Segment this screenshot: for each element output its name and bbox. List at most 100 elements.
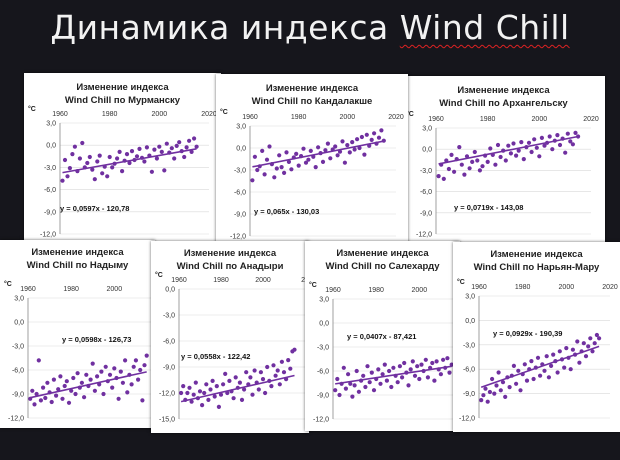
data-point	[389, 384, 394, 390]
data-point	[206, 397, 211, 402]
data-point	[277, 382, 282, 387]
data-point	[43, 395, 48, 401]
x-tick-label: 2000	[412, 287, 428, 294]
data-point	[488, 146, 493, 151]
data-point	[216, 404, 221, 409]
data-point	[54, 393, 59, 398]
data-point	[223, 371, 228, 376]
data-point	[95, 159, 100, 164]
data-point	[38, 398, 44, 403]
y-tick-label: 0,0	[465, 318, 475, 325]
data-point	[573, 130, 578, 135]
chart-title-line2: Wind Chill по Архангельску	[439, 98, 568, 109]
data-point	[423, 357, 428, 362]
data-point	[487, 389, 492, 395]
data-point	[101, 391, 106, 397]
data-point	[286, 358, 291, 363]
data-point	[66, 400, 72, 405]
data-point	[436, 174, 441, 179]
data-point	[157, 144, 162, 149]
data-point	[56, 387, 61, 392]
data-point	[99, 369, 104, 374]
trend-equation: y = 0,0719x - 143,08	[454, 203, 523, 212]
x-tick-label: 1980	[291, 114, 307, 121]
chart-title: Изменение индекса Wind Chill по Кандалакш…	[216, 82, 408, 108]
data-point	[496, 370, 501, 375]
chart-title-line1: Изменение индекса	[490, 249, 583, 260]
data-point	[335, 376, 340, 382]
unit-label: °C	[4, 280, 12, 288]
data-point	[588, 336, 593, 341]
data-point	[490, 376, 495, 382]
data-point	[137, 146, 142, 151]
data-point	[265, 364, 270, 370]
data-point	[350, 394, 355, 399]
x-tick-label: 1960	[20, 286, 36, 293]
data-point	[354, 368, 359, 374]
data-point	[187, 138, 192, 143]
data-point	[325, 141, 330, 146]
data-point	[362, 152, 367, 157]
data-point	[70, 152, 75, 157]
data-point	[562, 365, 567, 370]
data-point	[36, 358, 41, 363]
x-tick-label: 1960	[428, 116, 444, 123]
data-point	[576, 134, 581, 139]
data-point	[272, 175, 277, 180]
data-point	[79, 380, 84, 385]
data-point	[581, 341, 586, 346]
data-point	[498, 154, 503, 160]
data-point	[244, 370, 249, 375]
data-point	[294, 151, 299, 156]
y-tick-label: -12,0	[159, 391, 175, 398]
chart-title: Изменение индекса Wind Chill по Салехарду	[305, 247, 460, 273]
data-point	[514, 381, 519, 386]
data-point	[511, 363, 516, 368]
data-point	[475, 158, 480, 163]
data-point	[477, 168, 482, 173]
y-tick-label: -6,0	[317, 369, 329, 376]
data-point	[65, 174, 70, 179]
data-point	[449, 152, 454, 157]
y-tick-label: -3,0	[12, 344, 24, 351]
data-point	[577, 360, 582, 365]
data-point	[250, 178, 255, 183]
data-point	[279, 359, 284, 364]
data-point	[343, 386, 348, 391]
data-point	[181, 384, 186, 389]
data-point	[212, 394, 217, 399]
data-point	[72, 144, 77, 149]
data-point	[125, 390, 130, 395]
data-point	[538, 373, 543, 378]
x-tick-label: 1980	[213, 277, 229, 284]
y-tick-label: -9,0	[234, 212, 246, 219]
chart-panel-salekhard: Изменение индекса Wind Chill по Салехарду…	[305, 241, 460, 431]
y-tick-label: -3,0	[163, 313, 175, 320]
data-point	[483, 386, 488, 391]
chart-panel-naryan-mar: Изменение индекса Wind Chill по Нарьян-Ма…	[453, 242, 620, 432]
data-point	[550, 147, 555, 152]
y-tick-label: 3,0	[46, 121, 56, 128]
data-point	[193, 380, 198, 385]
trend-line	[335, 365, 452, 385]
data-point	[75, 371, 80, 376]
data-point	[467, 166, 472, 171]
data-point	[260, 377, 266, 382]
data-point	[92, 388, 97, 393]
data-point	[447, 370, 452, 375]
data-point	[60, 396, 65, 401]
data-point	[282, 170, 287, 175]
trend-equation: y = 0,0598x - 126,73	[62, 335, 131, 344]
data-point	[303, 160, 309, 165]
data-point	[514, 153, 519, 158]
chart-title-line2: Wind Chill по Нарьян-Мару	[473, 262, 600, 273]
chart-title-line2: Wind Chill по Надыму	[26, 260, 129, 271]
data-point	[88, 377, 93, 382]
chart-title-line1: Изменение индекса	[183, 248, 277, 259]
data-point	[511, 141, 516, 146]
data-point	[345, 143, 350, 148]
trend-equation: y = 0,065x - 130,03	[254, 207, 319, 216]
data-point	[129, 149, 135, 154]
x-tick-label: 1980	[63, 286, 79, 293]
data-point	[301, 146, 306, 151]
